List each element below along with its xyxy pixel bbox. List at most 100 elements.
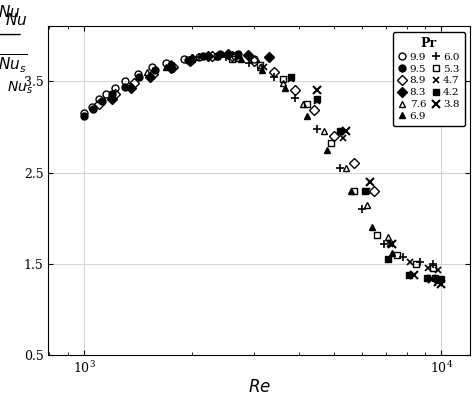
3.8 — [438, 282, 444, 286]
8.9 — [331, 134, 337, 138]
9.5 — [235, 51, 241, 56]
6.0 — [223, 55, 229, 60]
9.9 — [96, 97, 101, 102]
9.9 — [81, 111, 87, 116]
8.9 — [229, 53, 235, 58]
9.5 — [81, 114, 87, 118]
Line: 9.5: 9.5 — [81, 50, 242, 119]
3.8 — [390, 242, 395, 246]
8.3 — [245, 52, 251, 57]
6.9 — [238, 57, 244, 62]
6.0 — [430, 262, 436, 266]
Line: 6.0: 6.0 — [195, 53, 438, 268]
4.2 — [288, 74, 294, 79]
4.2 — [337, 129, 343, 134]
3.8 — [343, 129, 348, 134]
6.0 — [359, 207, 365, 212]
9.9 — [196, 55, 202, 60]
7.6 — [189, 55, 194, 60]
8.9 — [150, 72, 156, 76]
5.3 — [280, 77, 285, 82]
6.0 — [400, 254, 406, 259]
9.9 — [112, 86, 118, 91]
9.9 — [149, 65, 155, 70]
8.3 — [109, 97, 115, 102]
6.9 — [189, 57, 194, 62]
5.3 — [413, 262, 419, 266]
4.7 — [387, 242, 393, 246]
8.9 — [171, 64, 176, 69]
4.2 — [362, 188, 367, 193]
6.0 — [337, 166, 343, 170]
4.7 — [262, 65, 267, 70]
Line: 8.3: 8.3 — [109, 50, 273, 103]
Legend: 9.9, 9.5, 8.9, 8.3, 7.6, 6.9, 6.0, 5.3, 4.7, 4.2, 3.8: 9.9, 9.5, 8.9, 8.3, 7.6, 6.9, 6.0, 5.3, … — [393, 32, 465, 126]
9.5 — [90, 106, 96, 111]
8.9 — [292, 88, 298, 93]
Line: 5.3: 5.3 — [229, 56, 437, 272]
3.8 — [367, 179, 373, 184]
Text: $\overline{Nu_s}$: $\overline{Nu_s}$ — [0, 53, 27, 76]
3.8 — [429, 277, 435, 282]
6.9 — [304, 114, 310, 118]
5.3 — [328, 141, 333, 146]
8.9 — [209, 53, 215, 58]
5.3 — [304, 102, 310, 106]
9.9 — [214, 53, 219, 58]
8.9 — [189, 57, 194, 62]
6.9 — [259, 68, 265, 72]
8.3 — [168, 66, 173, 71]
7.6 — [321, 129, 327, 134]
4.7 — [364, 188, 370, 193]
4.2 — [424, 275, 429, 280]
Line: 6.9: 6.9 — [163, 52, 396, 256]
6.0 — [246, 60, 252, 65]
8.9 — [252, 59, 257, 64]
7.6 — [364, 202, 370, 207]
9.5 — [109, 92, 115, 96]
9.5 — [122, 84, 128, 89]
4.7 — [288, 77, 294, 82]
7.6 — [280, 80, 285, 85]
8.9 — [131, 80, 137, 85]
8.3 — [147, 74, 153, 79]
9.9 — [103, 92, 109, 96]
7.6 — [168, 60, 173, 65]
8.9 — [96, 102, 101, 106]
8.3 — [266, 55, 272, 60]
9.9 — [232, 54, 238, 59]
9.9 — [89, 104, 94, 109]
9.9 — [252, 57, 257, 62]
X-axis label: $\mathit{Re}$: $\mathit{Re}$ — [247, 379, 271, 396]
Text: $Nu$: $Nu$ — [0, 4, 20, 20]
5.3 — [430, 266, 436, 271]
3.8 — [411, 272, 417, 277]
9.5 — [185, 58, 191, 62]
Text: $Nu$: $Nu$ — [5, 12, 27, 28]
6.9 — [325, 147, 330, 152]
9.9 — [136, 72, 141, 76]
Line: 3.8: 3.8 — [313, 86, 446, 288]
9.9 — [164, 60, 169, 65]
4.7 — [426, 266, 431, 271]
7.6 — [257, 65, 263, 70]
6.9 — [214, 53, 219, 58]
6.0 — [196, 55, 202, 60]
9.5 — [99, 99, 104, 104]
8.9 — [372, 188, 377, 193]
5.3 — [374, 232, 380, 237]
9.5 — [137, 75, 142, 80]
9.5 — [200, 53, 206, 58]
4.7 — [340, 136, 346, 140]
9.9 — [122, 79, 128, 84]
7.6 — [385, 234, 391, 239]
4.7 — [315, 99, 320, 104]
5.3 — [351, 188, 357, 193]
7.6 — [214, 53, 219, 58]
5.3 — [229, 57, 235, 62]
8.3 — [187, 59, 193, 64]
5.3 — [257, 62, 263, 67]
8.9 — [112, 92, 118, 96]
8.9 — [311, 108, 317, 113]
9.5 — [152, 68, 158, 72]
